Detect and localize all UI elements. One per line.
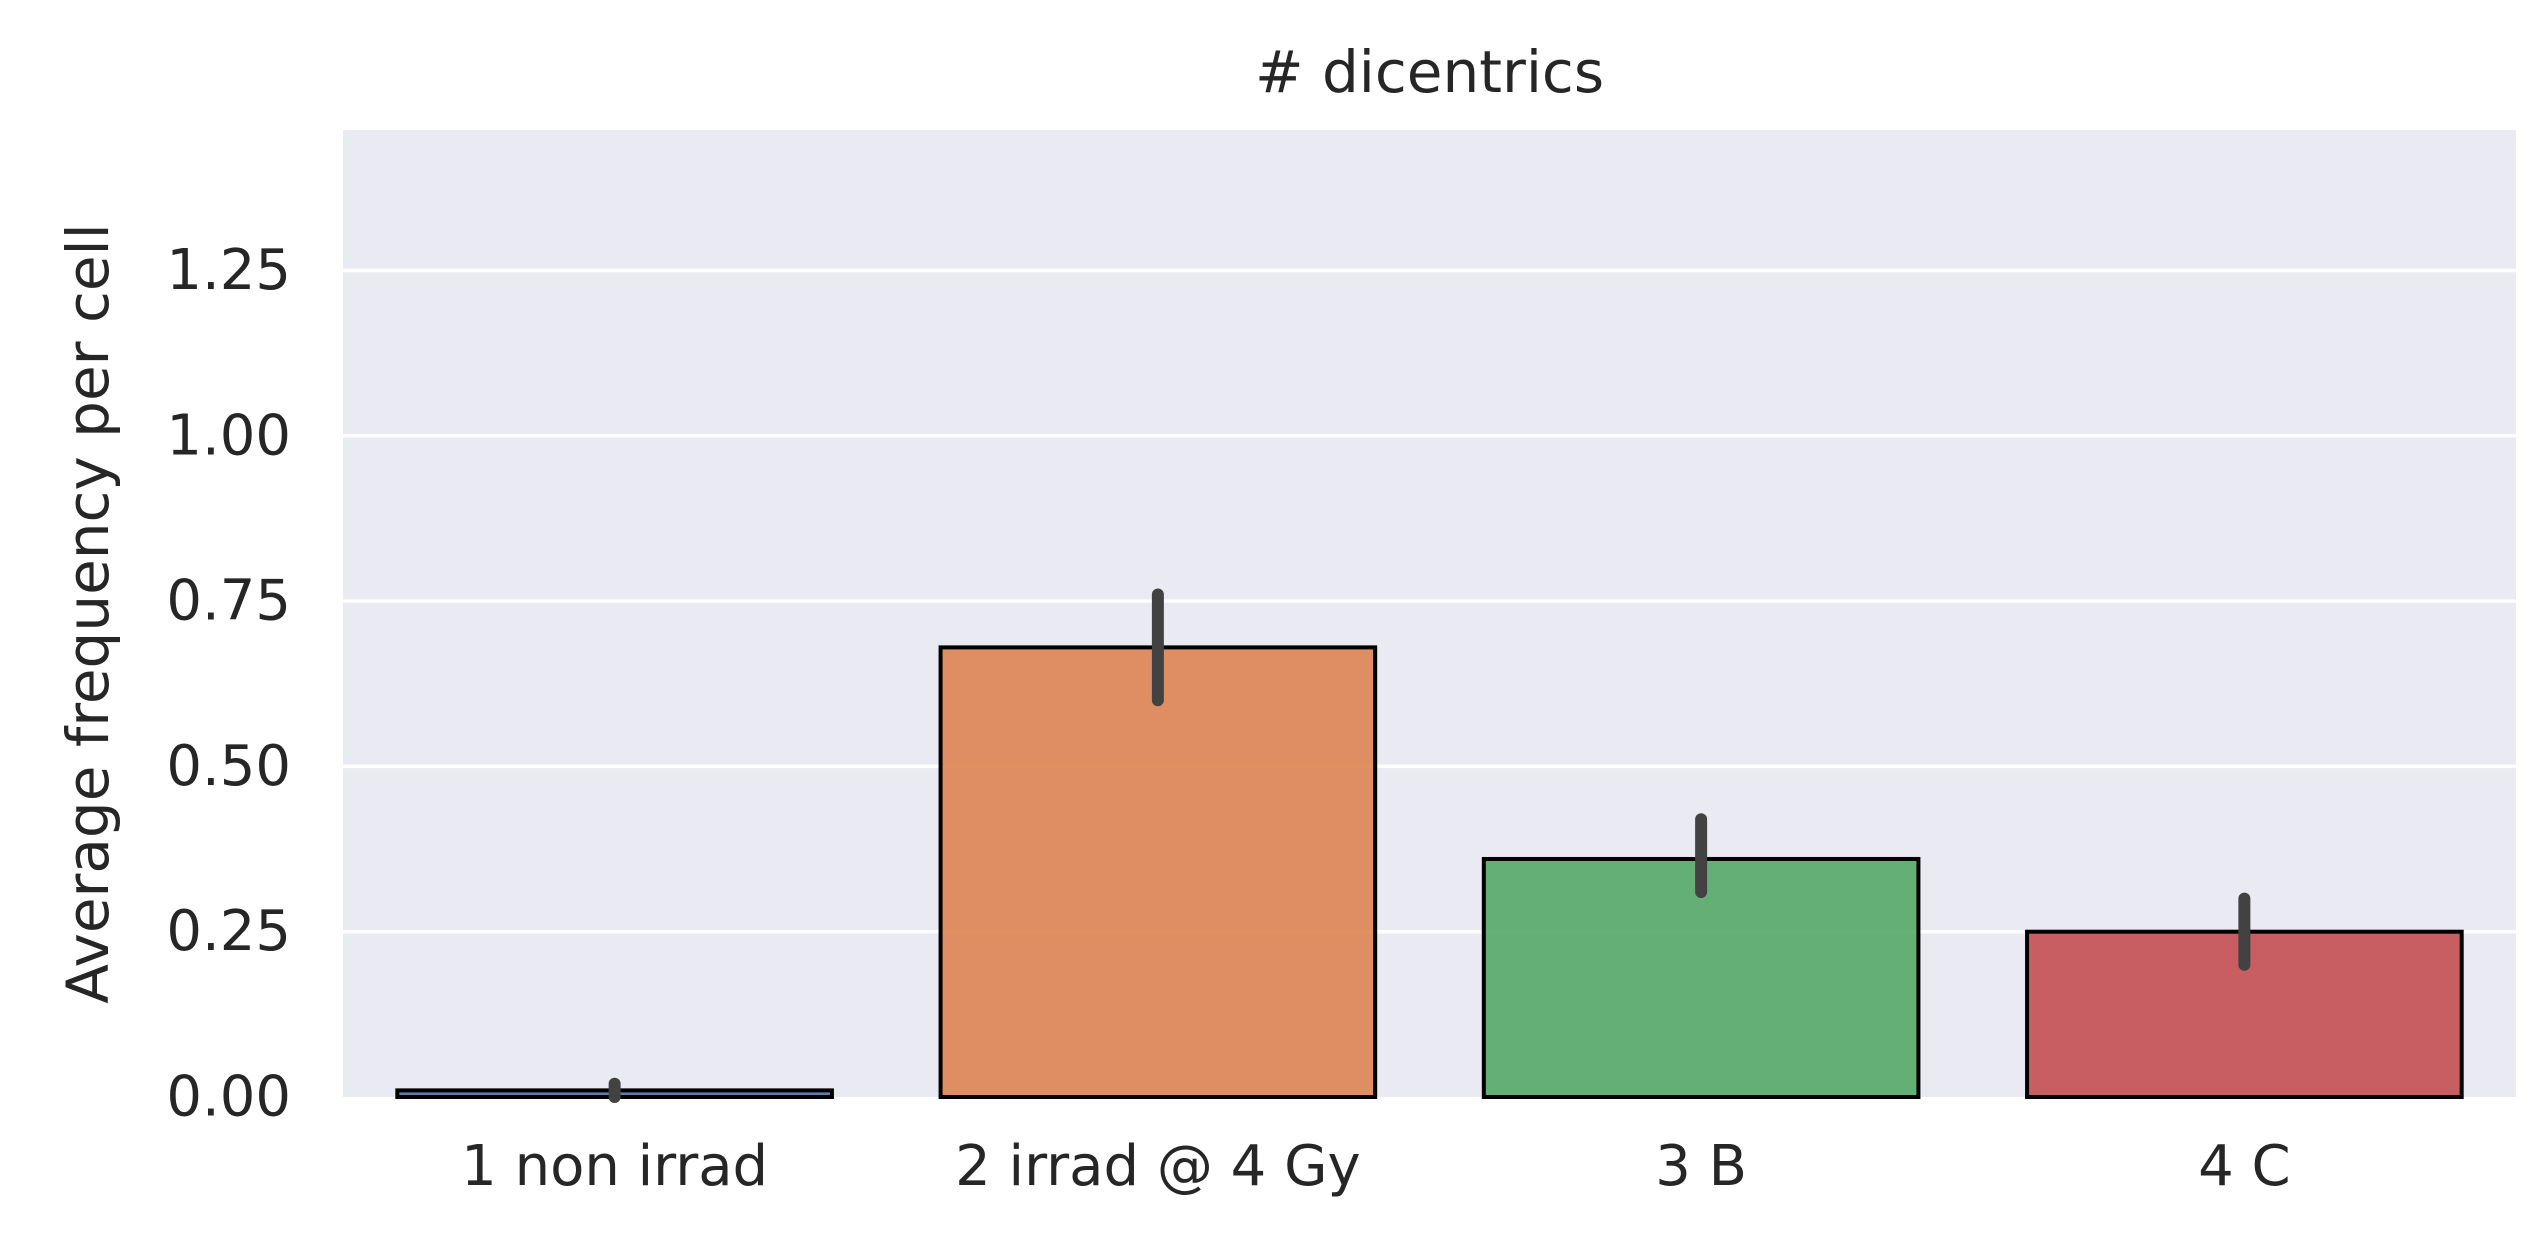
y-tick-label: 0.75 <box>166 569 291 634</box>
x-tick-label: 1 non irrad <box>461 1134 768 1199</box>
bar <box>938 645 1378 1100</box>
x-tick-label: 4 C <box>2198 1134 2291 1199</box>
y-tick-label: 0.00 <box>166 1065 291 1130</box>
y-axis-label: Average frequency per cell <box>54 223 122 1004</box>
bars <box>395 645 2464 1100</box>
y-tick-label: 1.00 <box>166 403 291 468</box>
bar <box>1481 856 1921 1099</box>
x-tick-label: 3 B <box>1655 1134 1747 1199</box>
error-bars <box>608 588 2251 1103</box>
y-tick-label: 1.25 <box>166 238 291 303</box>
x-tick-label: 2 irrad @ 4 Gy <box>955 1134 1360 1199</box>
chart-title: # dicentrics <box>1255 38 1604 106</box>
y-tick-labels: 0.00 0.25 0.50 0.75 1.00 1.25 <box>166 238 291 1129</box>
x-tick-labels: 1 non irrad 2 irrad @ 4 Gy 3 B 4 C <box>461 1134 2291 1199</box>
y-tick-label: 0.25 <box>166 899 291 964</box>
y-tick-label: 0.50 <box>166 734 291 799</box>
